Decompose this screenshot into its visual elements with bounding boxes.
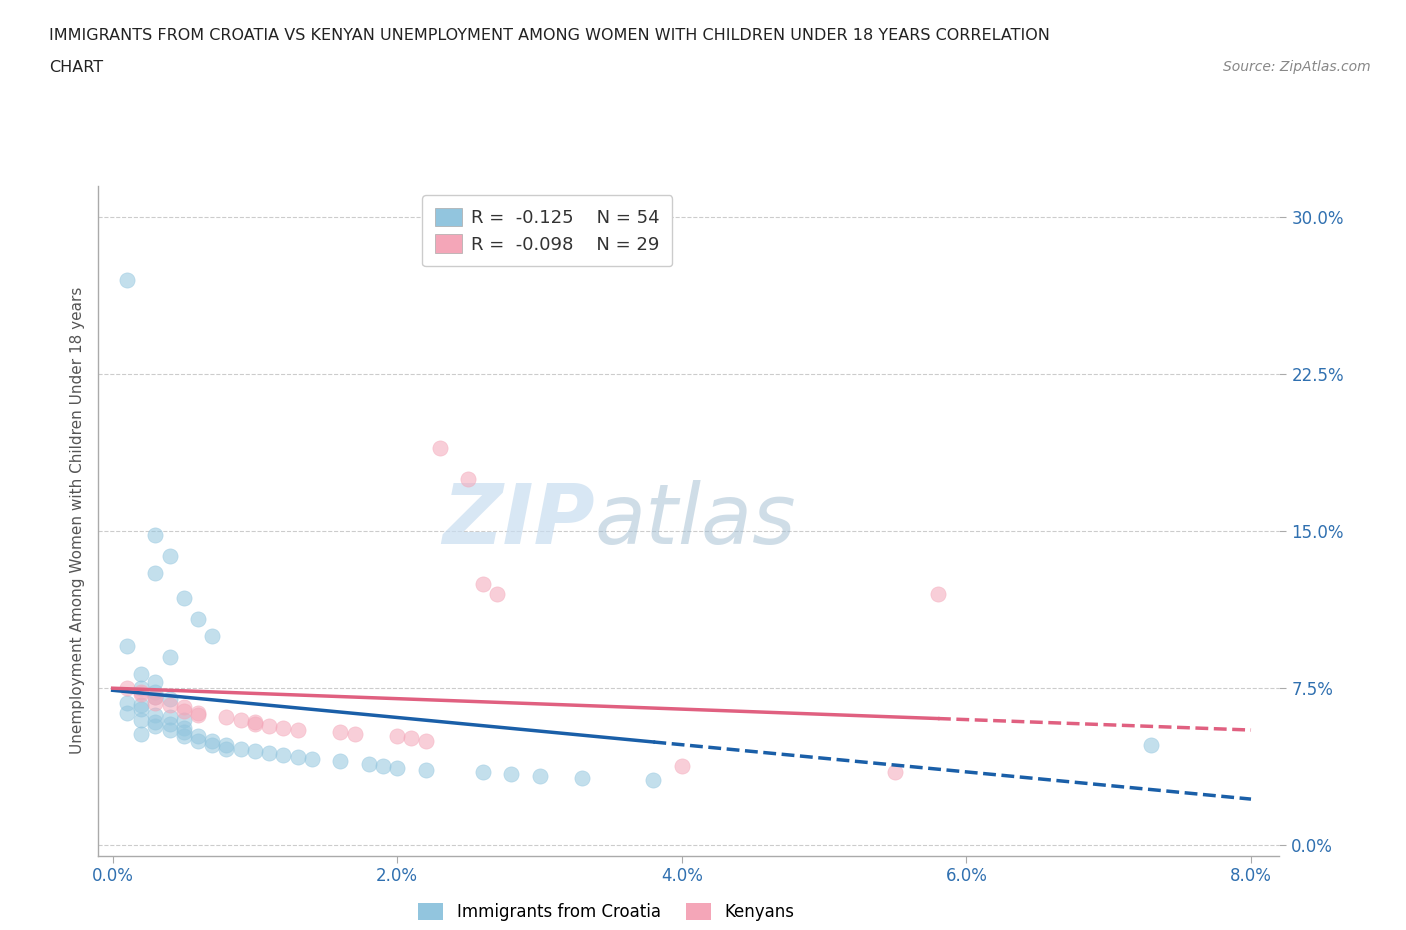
Point <box>387 761 409 776</box>
Point <box>143 528 166 543</box>
Point <box>173 591 195 605</box>
Point <box>143 565 166 580</box>
Point <box>159 698 181 712</box>
Point <box>287 750 309 764</box>
Point <box>143 696 166 711</box>
Point <box>1140 737 1163 752</box>
Point <box>415 733 437 748</box>
Point <box>471 577 494 591</box>
Point <box>129 698 152 712</box>
Point <box>243 744 266 759</box>
Point <box>371 758 394 773</box>
Point <box>115 639 138 654</box>
Point <box>143 714 166 729</box>
Point <box>159 716 181 731</box>
Text: Source: ZipAtlas.com: Source: ZipAtlas.com <box>1223 60 1371 74</box>
Point <box>884 764 907 779</box>
Point <box>457 472 479 486</box>
Point <box>401 731 423 746</box>
Point <box>173 704 195 719</box>
Point <box>159 723 181 737</box>
Point <box>229 741 252 756</box>
Point <box>143 684 166 700</box>
Point <box>173 724 195 739</box>
Point <box>115 272 138 287</box>
Legend: Immigrants from Croatia, Kenyans: Immigrants from Croatia, Kenyans <box>412 897 801 927</box>
Point <box>329 724 352 739</box>
Point <box>173 712 195 727</box>
Point <box>387 729 409 744</box>
Point <box>129 687 152 702</box>
Point <box>671 758 693 773</box>
Point <box>215 741 238 756</box>
Point <box>159 649 181 664</box>
Point <box>159 549 181 564</box>
Point <box>129 681 152 696</box>
Point <box>273 721 295 736</box>
Point <box>485 587 508 602</box>
Y-axis label: Unemployment Among Women with Children Under 18 years: Unemployment Among Women with Children U… <box>69 287 84 754</box>
Point <box>529 768 551 783</box>
Point <box>187 729 209 744</box>
Point <box>173 699 195 714</box>
Point <box>173 729 195 744</box>
Text: CHART: CHART <box>49 60 103 75</box>
Point <box>301 751 323 766</box>
Point <box>173 721 195 736</box>
Point <box>115 706 138 721</box>
Point <box>143 689 166 704</box>
Point <box>243 714 266 729</box>
Point <box>257 718 280 733</box>
Point <box>927 587 949 602</box>
Point <box>129 684 152 700</box>
Point <box>415 763 437 777</box>
Point <box>159 711 181 725</box>
Point <box>643 773 665 788</box>
Point <box>143 674 166 689</box>
Point <box>187 708 209 723</box>
Point <box>187 706 209 721</box>
Point <box>129 701 152 716</box>
Point <box>499 766 522 781</box>
Point <box>243 716 266 731</box>
Point <box>159 691 181 706</box>
Point <box>143 718 166 733</box>
Point <box>429 440 451 455</box>
Point <box>115 681 138 696</box>
Point <box>257 746 280 761</box>
Point <box>143 689 166 704</box>
Point <box>357 756 380 771</box>
Point <box>187 733 209 748</box>
Point <box>273 748 295 763</box>
Point <box>329 754 352 769</box>
Point <box>143 708 166 723</box>
Point <box>201 737 224 752</box>
Point <box>129 666 152 681</box>
Point <box>571 771 593 786</box>
Text: atlas: atlas <box>595 480 796 562</box>
Point <box>129 712 152 727</box>
Point <box>471 764 494 779</box>
Point <box>129 727 152 742</box>
Point <box>215 737 238 752</box>
Point <box>229 712 252 727</box>
Text: ZIP: ZIP <box>441 480 595 562</box>
Point <box>287 723 309 737</box>
Point <box>187 612 209 627</box>
Point <box>343 727 366 742</box>
Point <box>201 733 224 748</box>
Point <box>215 711 238 725</box>
Point <box>115 696 138 711</box>
Point <box>201 629 224 644</box>
Text: IMMIGRANTS FROM CROATIA VS KENYAN UNEMPLOYMENT AMONG WOMEN WITH CHILDREN UNDER 1: IMMIGRANTS FROM CROATIA VS KENYAN UNEMPL… <box>49 28 1050 43</box>
